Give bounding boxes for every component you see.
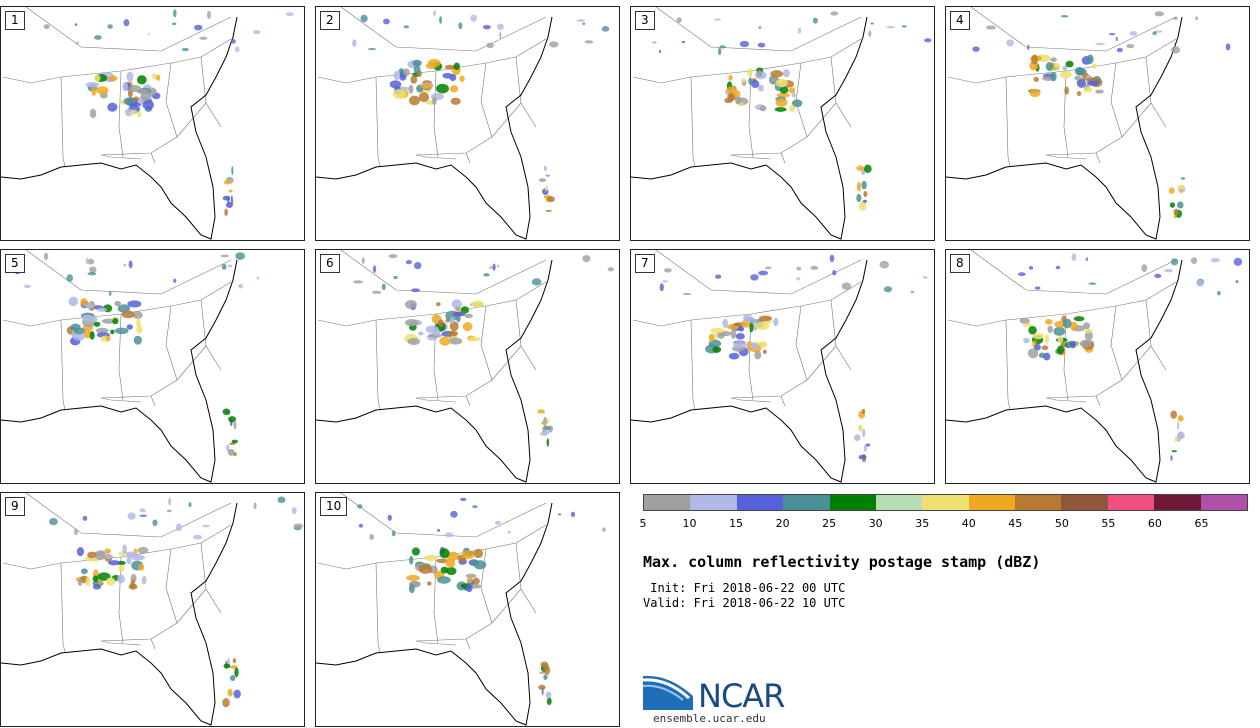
colorbar-segment [922,495,969,510]
reflectivity-colorbar [643,494,1248,511]
ensemble-member-panel-8: 8 [945,249,1250,484]
member-label: 7 [635,254,655,273]
colorbar-tick-label: 55 [1101,517,1116,530]
ensemble-member-panel-10: 10 [315,492,620,727]
colorbar-tick-label: 60 [1147,517,1162,530]
colorbar-tick-label: 15 [729,517,744,530]
colorbar-segment [1015,495,1062,510]
colorbar-tick-label: 65 [1194,517,1209,530]
member-label: 1 [5,11,25,30]
radar-map-icon [631,250,928,483]
colorbar-segment [783,495,830,510]
colorbar-tick-label: 35 [915,517,930,530]
colorbar-segment [1154,495,1201,510]
colorbar-tick-label: 10 [682,517,697,530]
ensemble-member-panel-9: 9 [0,492,305,727]
radar-map-icon [316,7,610,240]
radar-map-icon [316,493,606,726]
member-label: 4 [950,11,970,30]
ensemble-member-panel-1: 1 [0,6,305,241]
member-label: 6 [320,254,340,273]
valid-time: Valid: Fri 2018-06-22 10 UTC [643,596,846,610]
member-label: 2 [320,11,340,30]
colorbar-segment [1107,495,1155,510]
colorbar-segment [1200,495,1247,510]
ensemble-member-panel-5: 5 [0,249,305,484]
colorbar-tick-label: 45 [1008,517,1023,530]
radar-map-icon [316,250,614,483]
member-label: 8 [950,254,970,273]
colorbar-segment [736,495,784,510]
logo-name: NCAR [698,677,785,715]
ncar-logo-icon [643,675,693,710]
member-label: 3 [635,11,655,30]
plot-title: Max. column reflectivity postage stamp (… [643,553,1041,571]
colorbar-segment [690,495,737,510]
radar-map-icon [1,493,304,726]
ensemble-member-panel-2: 2 [315,6,620,241]
colorbar-segment [644,495,691,510]
member-label: 9 [5,497,25,516]
colorbar-tick-label: 25 [822,517,837,530]
colorbar-segment [968,495,1015,510]
colorbar-tick-label: 40 [961,517,976,530]
member-label: 5 [5,254,25,273]
colorbar-tick-label: 20 [775,517,790,530]
member-label: 10 [320,497,348,516]
radar-map-icon [1,7,294,240]
radar-map-icon [946,7,1231,240]
colorbar-tick-label: 50 [1054,517,1069,530]
radar-map-icon [946,250,1243,483]
init-time: Init: Fri 2018-06-22 00 UTC [643,581,846,595]
ensemble-member-panel-7: 7 [630,249,935,484]
colorbar-segment [1061,495,1108,510]
colorbar-tick-label: 5 [639,517,647,530]
radar-map-icon [1,250,260,483]
ensemble-member-panel-4: 4 [945,6,1250,241]
colorbar-segment [829,495,876,510]
ensemble-member-panel-6: 6 [315,249,620,484]
ensemble-member-panel-3: 3 [630,6,935,241]
logo-url: ensemble.ucar.edu [653,712,766,725]
radar-map-icon [631,7,932,240]
colorbar-tick-label: 30 [868,517,883,530]
colorbar-segment [875,495,923,510]
